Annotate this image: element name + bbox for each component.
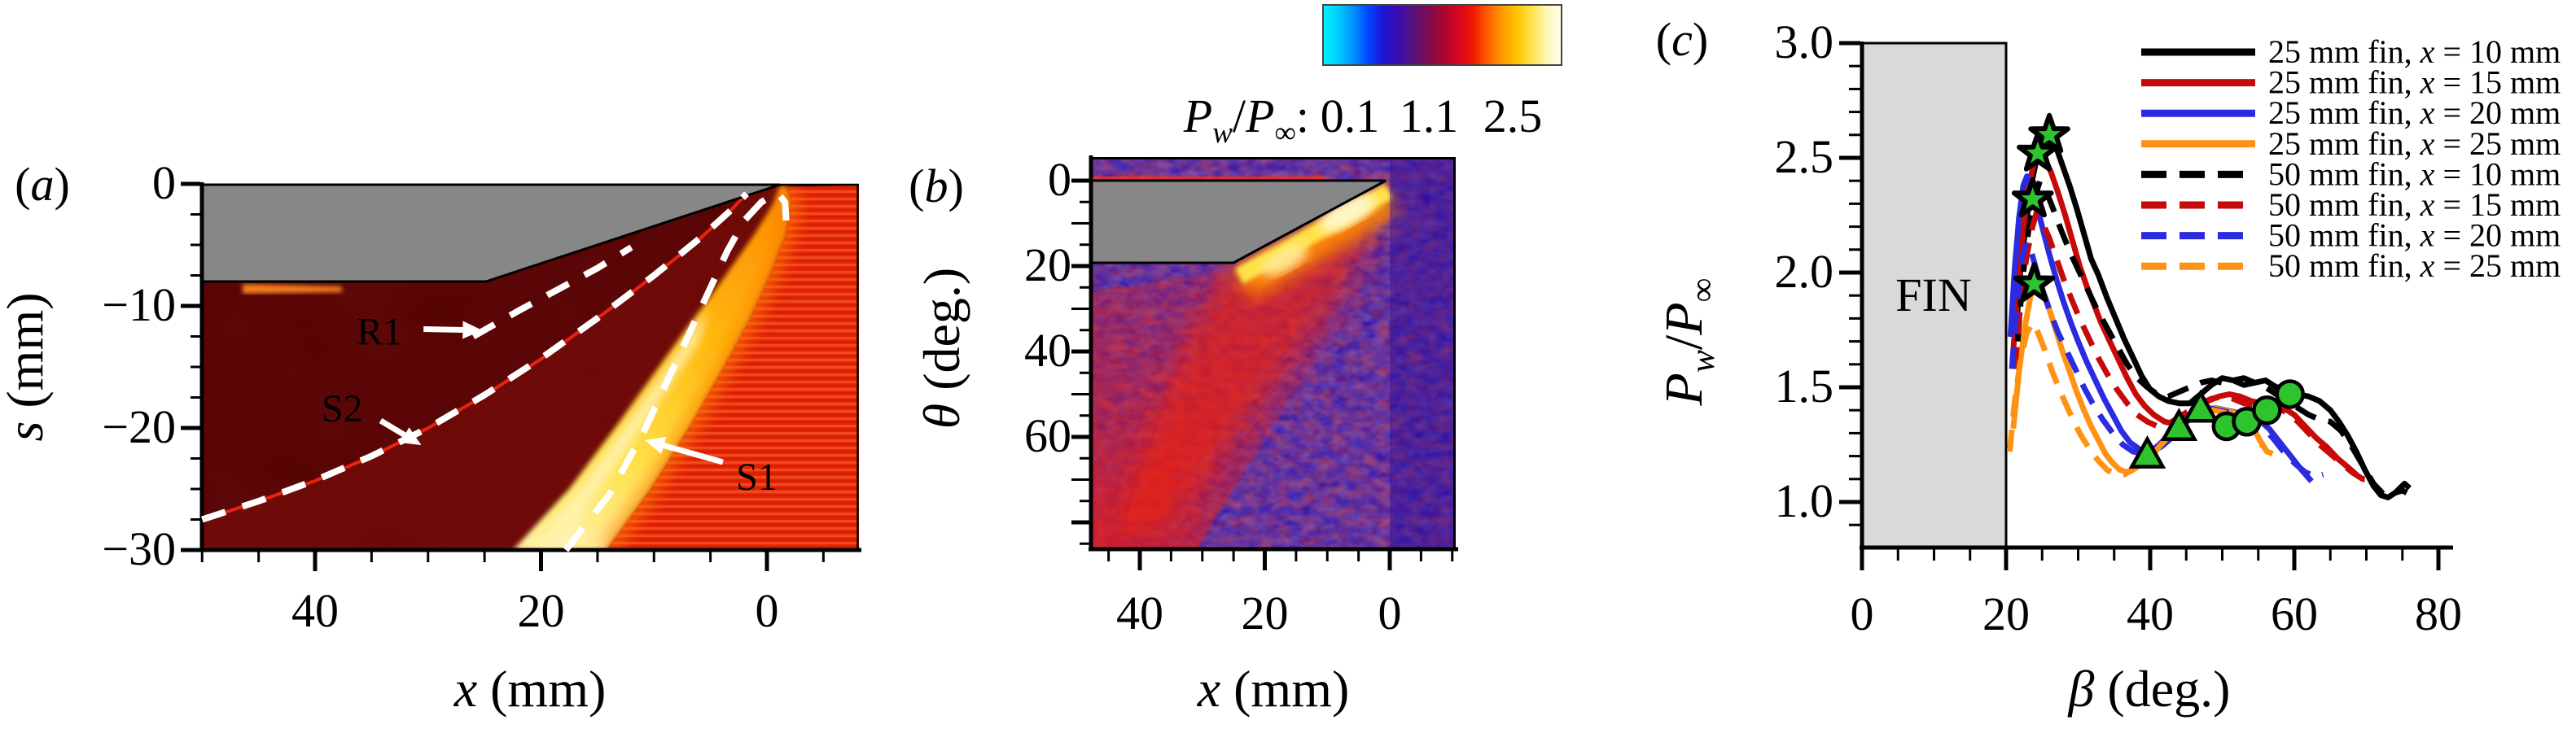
star-marker (2017, 131, 2059, 172)
legend-label: 50 mm fin, x = 20 mm (2268, 217, 2561, 254)
panel-b-y-tick-label: 60 (1024, 409, 1071, 462)
panel-c-fin-label-text: FIN (1895, 268, 1971, 321)
panel-b-y-tick-label: 0 (1048, 153, 1071, 206)
triangle-marker (2182, 389, 2219, 423)
star-marker (2013, 262, 2056, 303)
panel-c-y-tick-label: 1.5 (1775, 360, 1834, 413)
panel-c-x-tick-label: 20 (1982, 587, 2030, 640)
panel-a-wall-hot-streak (243, 284, 342, 294)
legend-label: 50 mm fin, x = 10 mm (2268, 155, 2561, 192)
panel-a-band-glow (601, 186, 799, 550)
panel-c-frame (1860, 41, 2453, 550)
panel-a-S2-arrow-line (379, 417, 406, 438)
colorbar-tick-label: 2.5 (1483, 89, 1543, 142)
panel-a-x-tick-label: 0 (756, 584, 779, 637)
panel-c-series-dashed-7 (2006, 320, 2266, 478)
panel-b-frame (1089, 155, 1458, 552)
panel-c-y-tick-label: 2.5 (1775, 130, 1834, 183)
panel-c-series-dashed-4 (2014, 177, 2412, 498)
panel-b-x-axis-label: x (mm) (1197, 660, 1350, 718)
panel-c-x-tick-label: 0 (1851, 587, 1874, 640)
panel-a-label: (a) (15, 158, 70, 211)
legend-label: 25 mm fin, x = 25 mm (2268, 125, 2561, 162)
panel-a-y-tick-label: 0 (152, 156, 176, 209)
panel-b-right-mute (1390, 157, 1456, 549)
panel-a-curve-S2 (201, 191, 749, 523)
panel-a-label-S2: S2 (322, 387, 363, 430)
colorbar-tick-label: 0.1 (1321, 89, 1380, 142)
panel-c-axes: 0 20 40 60 80 3.0 2.5 2.0 1.5 1.0 β (deg.) Pw/P∞ (1654, 15, 2462, 718)
panel-a-frame (199, 182, 861, 552)
colorbar (1322, 4, 1562, 66)
panel-c-y-axis-label: Pw/P∞ (1654, 278, 1722, 407)
panel-a-axes: 40 20 0 0 −10 −20 −30 x (mm) s (mm) (0, 156, 825, 718)
panel-c-fin-region (1860, 41, 2008, 549)
panel-a-y-tick-label: −30 (102, 522, 176, 575)
legend-label: 50 mm fin, x = 15 mm (2268, 186, 2561, 223)
panel-b-x-tick-label: 40 (1116, 587, 1163, 640)
panel-a-R1-arrow-head (462, 321, 483, 339)
panel-b-x-tick-label: 20 (1242, 587, 1289, 640)
panel-c-series-solid-0 (2013, 127, 2408, 500)
panel-b-y-tick-label: 20 (1024, 238, 1071, 291)
panel-b-label: (b) (909, 159, 964, 212)
panel-a-y-tick-label: −10 (102, 278, 176, 331)
panel-c-label: (c) (1656, 13, 1708, 66)
legend-label: 25 mm fin, x = 20 mm (2268, 94, 2561, 131)
star-marker (2011, 177, 2054, 218)
panel-a-x-tick-label: 40 (291, 584, 339, 637)
panel-b-y-axis-label: θ (deg.) (913, 268, 970, 429)
panel-a-y-tick-label: −20 (102, 400, 176, 453)
panel-c-y-tick-label: 3.0 (1775, 15, 1834, 68)
panel-a-S1-arrow-line (663, 443, 724, 465)
colorbar-labels: Pw/P∞: 0.1 1.1 2.5 (1183, 89, 1542, 150)
panel-b-axes: 40 20 0 0 20 40 60 x (mm) θ (deg.) (913, 153, 1454, 718)
panel-c-series-dashed-5 (2012, 210, 2369, 482)
panel-c-x-axis-label: β (deg.) (2067, 660, 2231, 718)
panel-b-x-tick-label: 0 (1378, 587, 1402, 640)
panel-b-y-tick-label: 40 (1024, 324, 1071, 377)
panel-c-markers (2011, 112, 2305, 469)
panel-b-band-hotspot-1 (1319, 194, 1376, 232)
panel-c-fin-label: FIN (1895, 268, 1971, 321)
star-marker (2028, 112, 2070, 154)
triangle-marker (2160, 408, 2198, 442)
colorbar-title: Pw/P∞: (1183, 89, 1309, 150)
colorbar-gradient-bar (1322, 4, 1562, 66)
panel-c-x-tick-label: 80 (2415, 587, 2462, 640)
triangle-marker (2128, 434, 2166, 469)
legend-label: 25 mm fin, x = 10 mm (2268, 33, 2561, 70)
panel-a-S1-arrow-head (645, 436, 667, 455)
circle-marker (2275, 379, 2305, 409)
panel-a-y-axis-label: s (mm) (0, 292, 54, 441)
panel-a-label-S1: S1 (736, 456, 778, 499)
panel-c-y-tick-label: 1.0 (1775, 474, 1834, 527)
panel-b-band-hotspot-2 (1261, 244, 1308, 277)
panel-c-y-tick-label: 2.0 (1775, 245, 1834, 298)
colorbar-tick-label: 1.1 (1400, 89, 1459, 142)
legend-label: 25 mm fin, x = 15 mm (2268, 64, 2561, 101)
panel-b-red-plume (1111, 186, 1382, 537)
panel-labels: (a) (b) (c) (15, 13, 1708, 212)
circle-marker (2252, 395, 2282, 426)
panel-c-x-tick-label: 60 (2271, 587, 2318, 640)
panel-a-label-R1: R1 (357, 311, 402, 354)
panel-a-curve-R1 (471, 244, 633, 339)
legend-label: 50 mm fin, x = 25 mm (2268, 247, 2561, 284)
panel-a-x-tick-label: 20 (518, 584, 565, 637)
panel-a-annotations: R1 S2 S1 (201, 188, 790, 552)
panel-a-S2-arrow-head (400, 427, 422, 445)
panel-a-x-axis-label: x (mm) (453, 660, 607, 718)
panel-c-x-tick-label: 40 (2127, 587, 2174, 640)
